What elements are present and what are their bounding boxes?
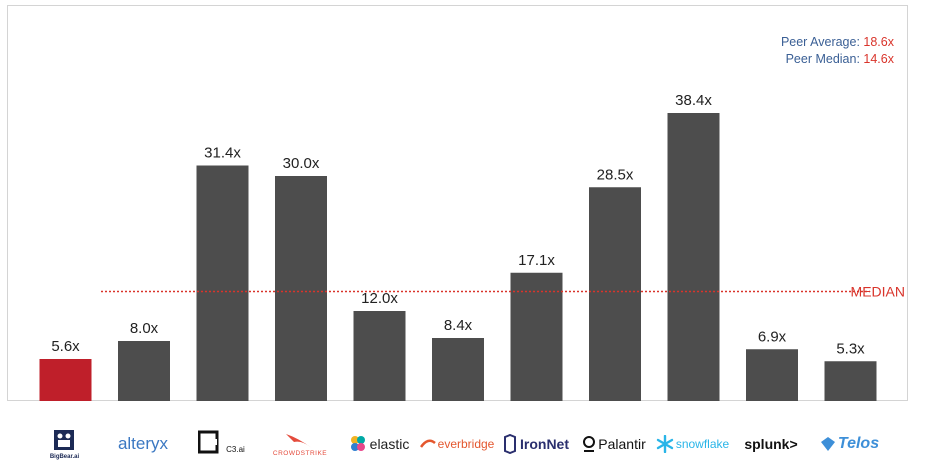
bar-bigbear-ai bbox=[39, 359, 92, 401]
everbridge-logo: everbridge bbox=[418, 424, 496, 464]
logo-text: IronNet bbox=[520, 436, 569, 452]
telos-mark-icon bbox=[820, 436, 836, 452]
logo-text: elastic bbox=[369, 436, 410, 452]
bar-telos bbox=[824, 361, 877, 401]
logo-text: CROWDSTRIKE bbox=[272, 449, 328, 457]
bar-value-label: 5.6x bbox=[51, 338, 80, 355]
logo-text: splunk> bbox=[744, 436, 798, 452]
bar-value-label: 8.4x bbox=[444, 317, 473, 334]
peer-median-stat: Peer Median: 14.6x bbox=[786, 52, 895, 66]
ironnet-logo: IronNet bbox=[497, 424, 575, 464]
bar-palantir bbox=[589, 187, 641, 401]
snowflake-logo: snowflake bbox=[654, 424, 732, 464]
logo-text: Telos bbox=[837, 435, 880, 452]
bar-value-label: 38.4x bbox=[675, 92, 712, 109]
bar-splunk- bbox=[746, 349, 798, 401]
splunk-logo: splunk> bbox=[732, 424, 810, 464]
c3ai-logo: C3.ai bbox=[183, 424, 261, 464]
valuation-bar-chart: 5.6x 8.0x 31.4x 30.0x 12.0x 8.4x 17.1x 28.5x 38.… bbox=[39, 35, 905, 401]
chart-frame: 5.6x 8.0x 31.4x 30.0x 12.0x 8.4x 17.1x 28.5x 38.… bbox=[7, 5, 908, 401]
peer-average-stat: Peer Average: 18.6x bbox=[781, 35, 895, 49]
elastic-flower-icon bbox=[348, 434, 368, 454]
falcon-icon bbox=[284, 432, 314, 450]
logo-text: everbridge bbox=[437, 437, 495, 451]
alteryx-logo: alteryx bbox=[104, 424, 182, 464]
bar-value-label: 30.0x bbox=[283, 155, 320, 172]
telos-logo: Telos bbox=[811, 424, 889, 464]
everbridge-swoosh-icon bbox=[419, 439, 436, 449]
peer-stat-label: Peer Average: bbox=[781, 35, 863, 49]
logo-text: snowflake bbox=[675, 437, 730, 451]
bigbear-logo: BigBear.ai bbox=[26, 424, 104, 464]
logo-text: Palantir bbox=[598, 436, 646, 452]
bar-snowflake bbox=[667, 113, 720, 401]
bar-elastic bbox=[353, 311, 406, 401]
median-label: MEDIAN bbox=[851, 284, 905, 300]
bar-value-label: 5.3x bbox=[836, 340, 865, 357]
peer-stat-value: 14.6x bbox=[863, 52, 894, 66]
bar-value-label: 12.0x bbox=[361, 290, 398, 307]
bar-value-label: 8.0x bbox=[130, 320, 159, 337]
bar-value-label: 31.4x bbox=[204, 145, 241, 162]
logo-text: C3.ai bbox=[226, 445, 245, 454]
bar-value-label: 17.1x bbox=[518, 252, 555, 269]
bar-c3-ai bbox=[196, 165, 249, 401]
palantir-logo: Palantir bbox=[575, 424, 653, 464]
c3-mark-icon bbox=[198, 430, 224, 454]
crowdstrike-logo: CROWDSTRIKE bbox=[261, 424, 339, 464]
bar-everbridge bbox=[432, 338, 484, 401]
peer-stat-label: Peer Median: bbox=[786, 52, 864, 66]
ironnet-icon bbox=[502, 434, 518, 454]
bar-alteryx bbox=[118, 341, 170, 401]
palantir-ring-icon bbox=[582, 435, 596, 453]
logo-text: BigBear.ai bbox=[49, 454, 80, 460]
bear-icon bbox=[53, 428, 75, 454]
bar-ironnet bbox=[510, 272, 563, 401]
bar-value-label: 28.5x bbox=[597, 166, 634, 183]
logo-text: alteryx bbox=[117, 434, 169, 453]
snowflake-icon bbox=[656, 435, 674, 453]
elastic-logo: elastic bbox=[340, 424, 418, 464]
peer-stat-value: 18.6x bbox=[863, 35, 894, 49]
bar-crowdstrike bbox=[275, 176, 327, 401]
bar-value-label: 6.9x bbox=[758, 328, 787, 345]
